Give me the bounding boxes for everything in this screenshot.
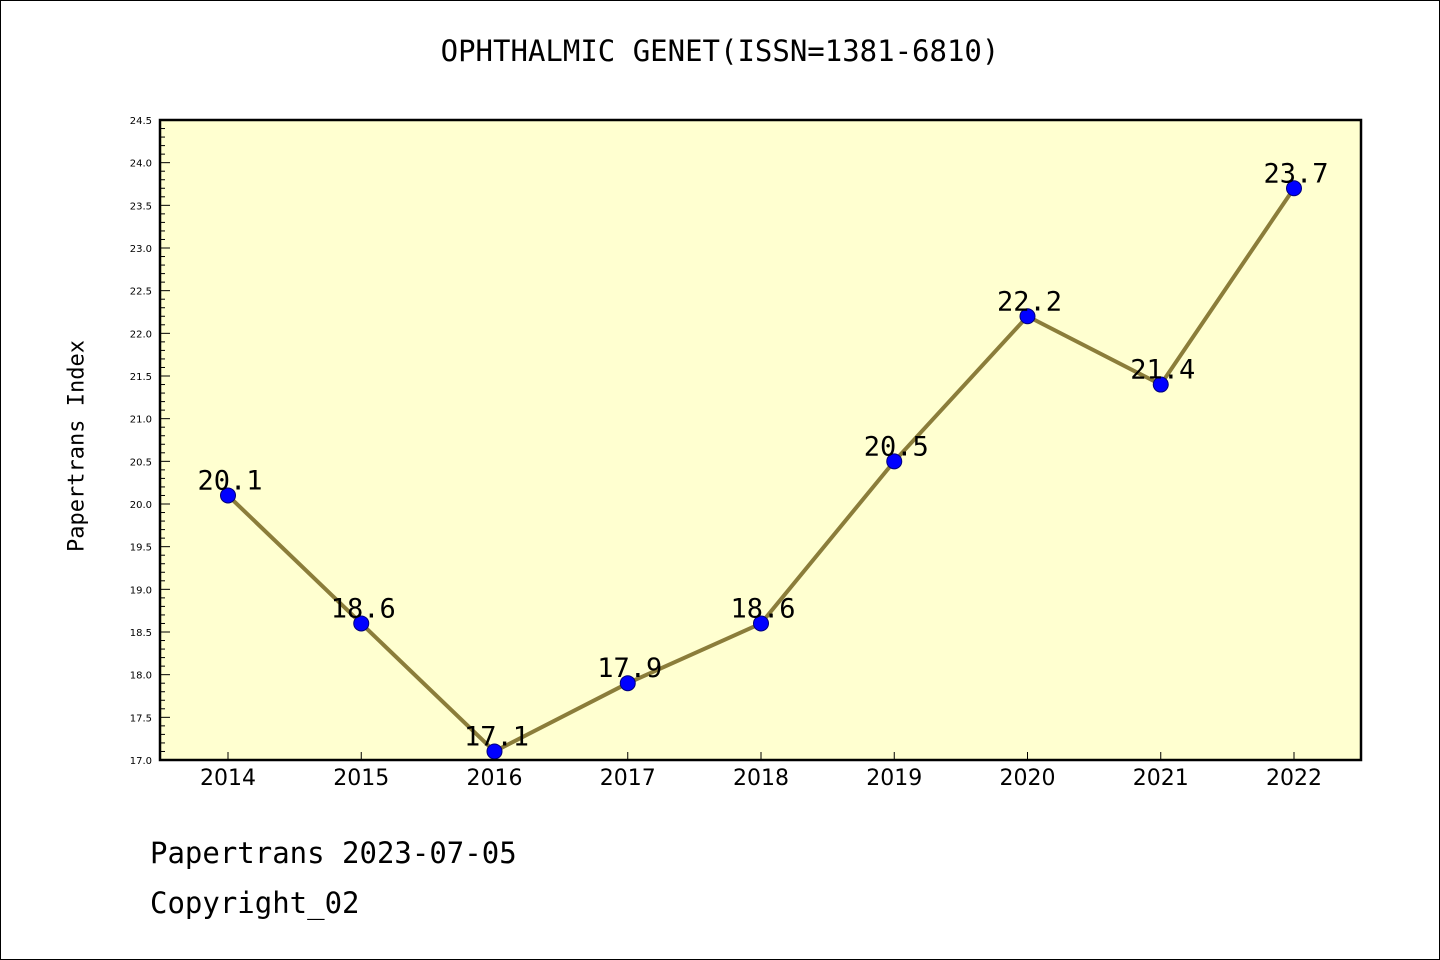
x-tick-label: 2017 <box>600 766 656 791</box>
data-point <box>353 615 370 632</box>
data-point <box>1152 376 1169 393</box>
y-tick-label: 24.0 <box>130 159 152 170</box>
x-tick-label: 2015 <box>333 766 389 791</box>
x-axis-ticks: 2014 2015 2016 2017 2018 2019 2020 2021 2022 <box>200 752 1322 791</box>
x-tick-label: 2021 <box>1133 766 1189 791</box>
data-label: 17.9 <box>597 653 662 684</box>
series <box>220 180 1302 760</box>
x-tick-label: 2014 <box>200 766 256 791</box>
data-point <box>1286 180 1302 197</box>
data-label: 20.5 <box>864 431 929 462</box>
y-tick-label: 21.0 <box>130 415 152 426</box>
data-point <box>619 675 636 692</box>
y-tick-label: 17.0 <box>130 756 152 767</box>
x-tick-label: 2020 <box>1000 766 1056 791</box>
data-label: 23.7 <box>1263 158 1328 189</box>
data-point <box>886 453 903 470</box>
plot-area <box>160 120 1361 760</box>
x-tick-label: 2016 <box>467 766 523 791</box>
y-tick-label: 18.5 <box>130 628 152 639</box>
data-label: 18.6 <box>730 593 795 624</box>
data-point <box>1019 308 1036 325</box>
y-tick-label: 21.5 <box>130 372 152 383</box>
x-tick-label: 2018 <box>733 766 789 791</box>
data-label: 22.2 <box>997 286 1062 317</box>
data-labels: 20.1 18.6 17.1 17.9 18.6 20.5 22.2 21.4 23.7 <box>197 158 1328 752</box>
chart-title: OPHTHALMIC GENET(ISSN=1381-6810) <box>440 34 1000 68</box>
data-point <box>753 615 769 632</box>
y-tick-label: 20.5 <box>130 457 152 468</box>
data-label: 17.1 <box>464 721 529 752</box>
data-label: 18.6 <box>331 593 396 624</box>
y-tick-label: 23.0 <box>130 244 152 255</box>
x-tick-label: 2022 <box>1266 766 1322 791</box>
y-axis-ticks: 17.0 17.5 18.0 18.5 19.0 19.5 20.0 20.5 21.0 21.5… <box>130 116 170 767</box>
y-tick-label: 23.5 <box>130 201 152 212</box>
data-label: 21.4 <box>1130 355 1195 386</box>
y-tick-label: 22.5 <box>130 287 152 298</box>
plot-border <box>158 118 1363 762</box>
footer-copyright: Copyright_02 <box>150 886 360 920</box>
footer-date: Papertrans 2023-07-05 <box>150 836 517 870</box>
y-tick-label: 19.5 <box>130 543 152 554</box>
y-tick-label: 20.0 <box>130 500 152 511</box>
x-tick-label: 2019 <box>866 766 922 791</box>
y-tick-label: 18.0 <box>130 671 152 682</box>
data-label: 20.1 <box>197 465 262 496</box>
y-tick-label: 24.5 <box>130 116 152 127</box>
y-tick-label: 22.0 <box>130 329 152 340</box>
data-point <box>220 487 236 504</box>
y-tick-label: 17.5 <box>130 713 152 724</box>
y-tick-label: 19.0 <box>130 585 152 596</box>
